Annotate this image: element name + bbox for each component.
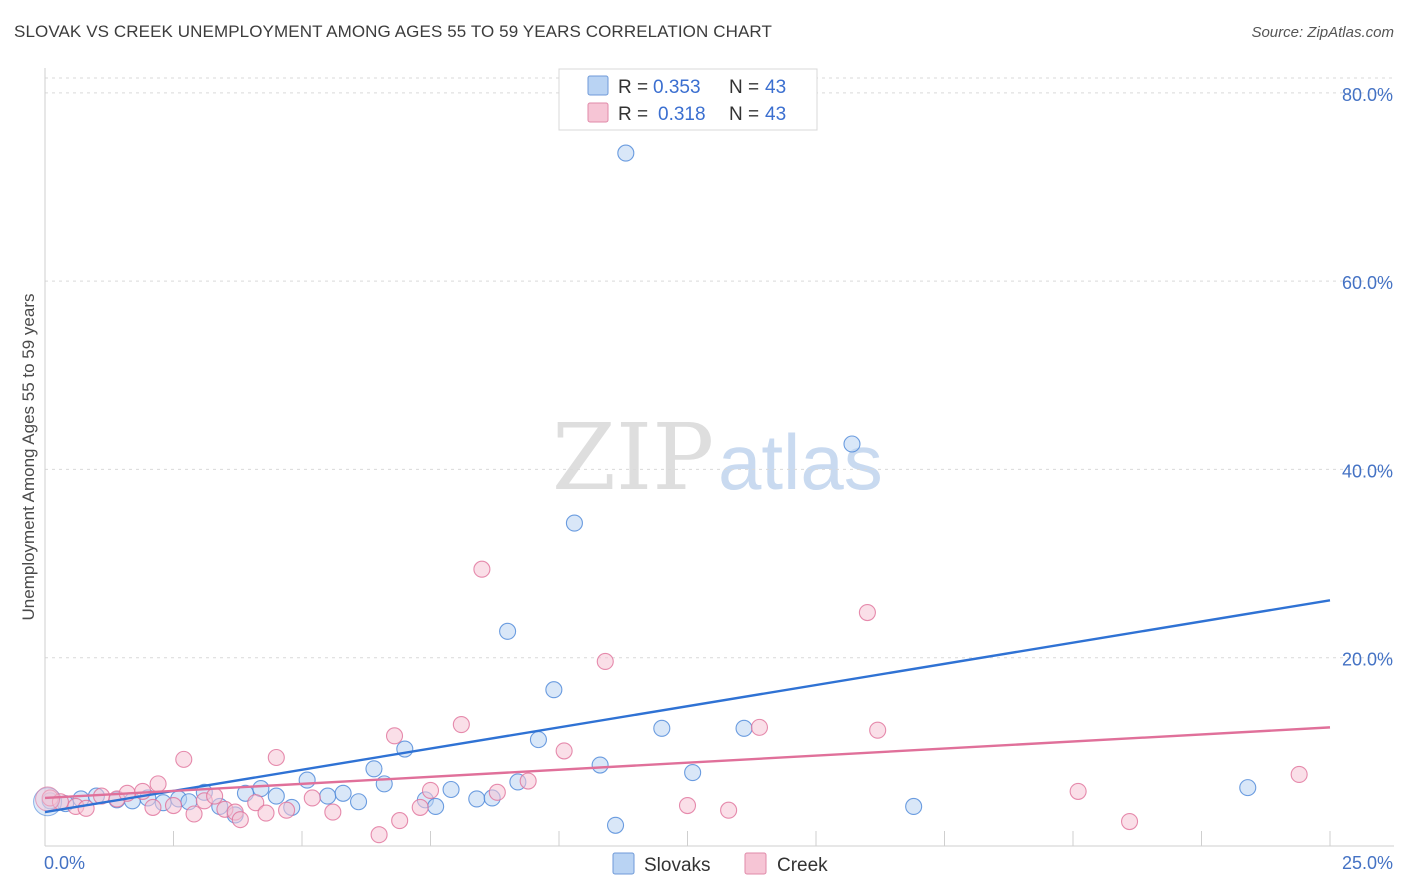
point-slovaks-35 [606,816,625,834]
point-slovaks-41 [905,797,923,816]
x-tick-label-max: 25.0% [1342,853,1393,873]
bottom-legend-swatch-slovaks [612,852,635,875]
point-creek-26 [391,812,409,830]
point-slovaks-37 [653,719,671,737]
y-tick-label-80: 80.0% [1342,85,1393,105]
point-creek-23 [324,803,342,821]
watermark-atlas: atlas [718,418,883,506]
point-creek-20 [267,748,285,767]
point-creek-10 [164,796,183,815]
point-creek-8 [144,798,162,816]
legend-n-label-creek: N = [729,104,759,125]
legend-r-label-creek: R = [618,104,648,125]
point-slovaks-40 [843,435,861,453]
point-slovaks-33 [565,514,583,532]
point-creek-31 [488,783,506,801]
point-creek-22 [303,789,321,807]
watermark: ZIP atlas [552,404,883,511]
point-creek-37 [750,718,769,736]
point-creek-40 [1069,782,1087,800]
point-creek-19 [257,804,275,822]
point-slovaks-25 [427,797,445,816]
point-creek-14 [206,787,224,805]
point-slovaks-15 [267,787,285,805]
trend-lines [44,599,1331,814]
y-tick-label-60: 60.0% [1342,273,1393,293]
point-slovaks-38 [684,764,702,782]
trend-line-slovaks [44,599,1331,814]
point-slovaks-27 [468,790,486,808]
point-creek-42 [1290,765,1308,783]
point-creek-29 [452,716,470,734]
x-tick-label-min: 0.0% [44,853,85,873]
point-creek-34 [596,652,614,671]
y-tick-labels: 20.0% 40.0% 60.0% 80.0% [1342,85,1393,670]
point-creek-17 [231,811,249,829]
legend-r-value-slovaks: 0.353 [653,77,701,98]
point-creek-38 [858,603,876,622]
legend-r-label-slovaks: R = [618,77,648,98]
point-slovaks-17 [298,771,316,789]
point-slovaks-20 [349,793,368,811]
point-slovaks-32 [545,681,563,699]
point-slovaks-21 [365,760,383,778]
point-slovaks-18 [319,787,337,805]
point-creek-28 [421,781,440,800]
axes [44,68,1394,847]
legend-n-value-slovaks: 43 [765,77,786,98]
point-creek-11 [175,750,193,768]
point-slovaks-39 [735,719,753,737]
point-creek-18 [247,794,265,812]
bottom-legend-swatch-creek [744,852,767,875]
point-creek-32 [519,772,537,790]
point-slovaks-42 [1239,779,1257,797]
point-slovaks-34 [591,756,609,774]
point-creek-39 [869,721,887,739]
point-creek-25 [385,727,404,745]
point-creek-30 [473,560,491,578]
point-creek-27 [411,798,429,816]
point-slovaks-31 [529,731,547,749]
series-creek [35,560,1308,844]
point-slovaks-29 [499,622,517,640]
trend-line-creek [44,726,1331,800]
gridlines [45,77,1394,659]
point-creek-35 [678,796,697,815]
chart-title: SLOVAK VS CREEK UNEMPLOYMENT AMONG AGES … [14,22,772,41]
legend-swatch-creek [587,102,609,123]
point-creek-33 [555,742,573,760]
bottom-legend-label-slovaks: Slovaks [644,855,711,876]
point-creek-24 [370,826,388,844]
legend-box: R = 0.353 N = 43 R = 0.318 N = 43 [558,68,818,131]
x-ticks [173,831,1331,846]
point-creek-41 [1120,812,1139,831]
point-creek-9 [149,775,167,793]
legend-swatch-slovaks [587,75,609,96]
legend-n-value-creek: 43 [765,104,786,125]
point-creek-12 [185,805,203,823]
point-slovaks-19 [334,784,352,802]
y-axis-label: Unemployment Among Ages 55 to 59 years [19,294,38,621]
source-label: Source: ZipAtlas.com [1251,24,1394,41]
y-tick-label-40: 40.0% [1342,461,1393,481]
legend-r-value-creek: 0.318 [658,104,706,125]
legend-n-label-slovaks: N = [729,77,759,98]
point-creek-36 [720,801,738,819]
point-slovaks-36 [617,144,635,162]
watermark-zip: ZIP [552,404,714,511]
point-creek-3 [77,799,95,817]
y-tick-label-20: 20.0% [1342,650,1393,670]
bottom-legend-label-creek: Creek [777,855,828,876]
bottom-legend: Slovaks Creek [612,852,828,876]
point-creek-21 [278,801,296,819]
point-slovaks-26 [442,780,460,799]
